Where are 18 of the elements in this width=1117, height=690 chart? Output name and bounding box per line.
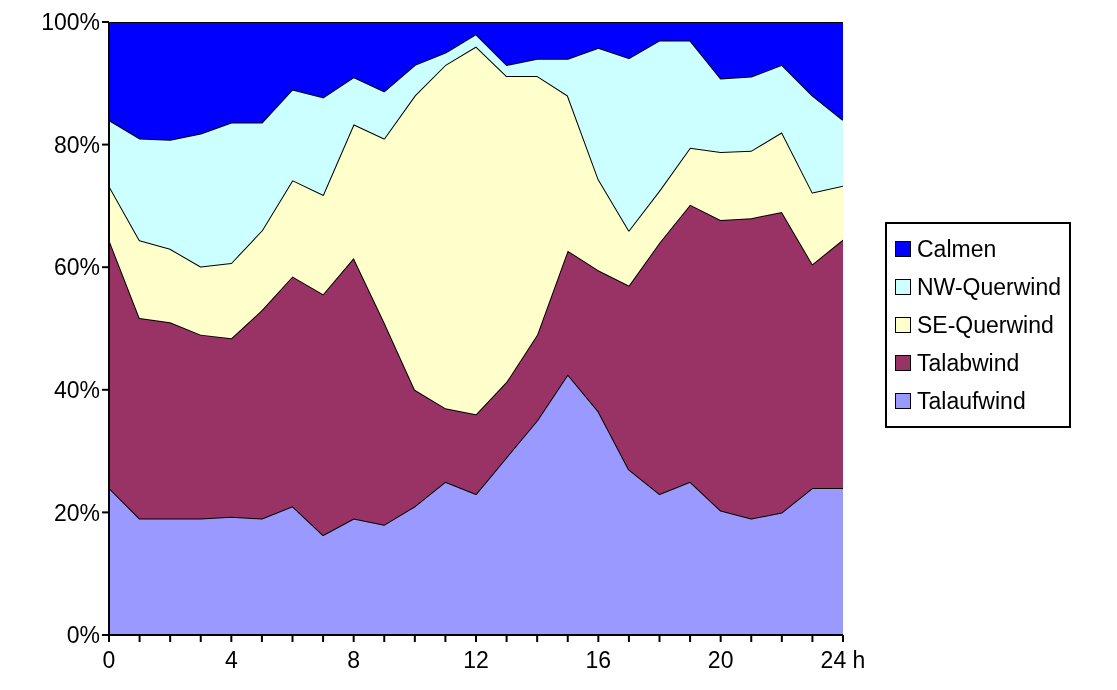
y-tick-label: 20%	[53, 499, 100, 526]
x-tick-label: 20	[707, 647, 734, 674]
y-tick-label: 80%	[53, 131, 100, 158]
y-tick-label: 40%	[53, 376, 100, 403]
legend-label: Talabwind	[917, 349, 1020, 378]
x-tick-label: 24 h	[820, 647, 866, 674]
x-tick-label: 0	[102, 647, 116, 674]
y-tick-label: 0%	[66, 622, 100, 649]
x-tick-label: 8	[347, 647, 361, 674]
x-tick-label: 4	[224, 647, 238, 674]
legend-label: SE-Querwind	[917, 311, 1054, 340]
y-tick-label: 100%	[41, 9, 100, 36]
x-tick-label: 16	[585, 647, 612, 674]
y-tick-label: 60%	[53, 254, 100, 281]
legend-label: NW-Querwind	[917, 273, 1061, 302]
legend-label: Talaufwind	[917, 387, 1026, 416]
x-tick-label: 12	[463, 647, 489, 674]
legend-label: Calmen	[917, 235, 997, 264]
